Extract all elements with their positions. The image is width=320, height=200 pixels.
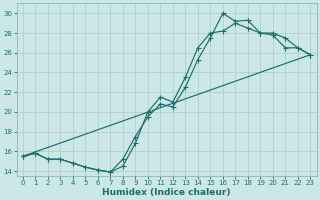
X-axis label: Humidex (Indice chaleur): Humidex (Indice chaleur) [102,188,231,197]
